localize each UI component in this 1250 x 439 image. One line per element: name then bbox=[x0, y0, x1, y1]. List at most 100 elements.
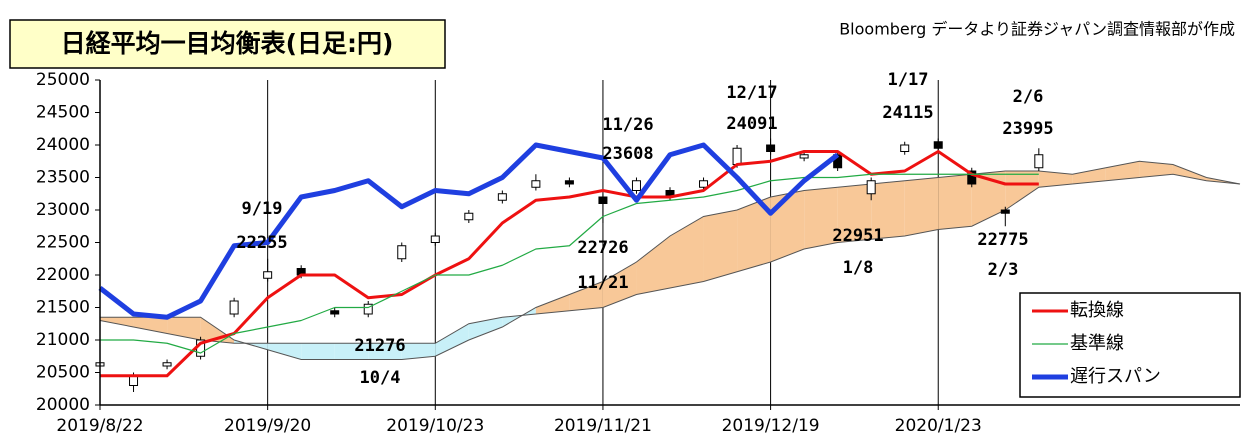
candle-body bbox=[162, 362, 172, 367]
cloud-segment bbox=[938, 174, 972, 230]
y-tick-label: 22500 bbox=[36, 233, 90, 253]
x-tick-label: 2019/12/19 bbox=[722, 416, 820, 436]
cloud-segment bbox=[602, 262, 637, 308]
x-tick-label: 2020/1/23 bbox=[895, 416, 982, 436]
series-line bbox=[100, 150, 1039, 378]
y-tick-label: 22000 bbox=[36, 265, 90, 285]
candle-body bbox=[464, 212, 474, 221]
cloud-segment bbox=[569, 281, 603, 311]
y-tick-label: 23000 bbox=[36, 200, 90, 220]
candle-body bbox=[699, 180, 709, 188]
y-tick-label: 25000 bbox=[36, 70, 90, 90]
annotation: 22951 bbox=[832, 226, 883, 246]
y-tick-label: 24500 bbox=[36, 103, 90, 123]
title-box bbox=[9, 19, 446, 69]
annotation: 22255 bbox=[236, 233, 287, 253]
candle-body bbox=[900, 144, 910, 152]
y-tick-label: 24000 bbox=[36, 135, 90, 155]
cloud-segment bbox=[904, 177, 939, 236]
candle-body bbox=[497, 193, 507, 201]
candle-body bbox=[263, 271, 273, 279]
chart-title: 日経平均一目均衡表(日足:円) bbox=[61, 29, 394, 58]
x-tick-label: 2019/10/23 bbox=[386, 416, 484, 436]
series-line bbox=[98, 142, 840, 320]
annotation: 21276 bbox=[354, 336, 405, 356]
annotation: 22726 bbox=[577, 238, 628, 258]
x-tick-label: 2019/9/20 bbox=[224, 416, 311, 436]
plot-area: 2019/8/22 2019/9/20 2019/10/23 2019/11/21 20… bbox=[36, 70, 1241, 436]
candle-body bbox=[564, 180, 574, 185]
y-tick-label: 21000 bbox=[36, 330, 90, 350]
cloud-segment bbox=[1005, 171, 1039, 210]
cloud-line bbox=[100, 160, 1241, 360]
annotation: 1/17 bbox=[888, 70, 929, 90]
y-tick-label: 23500 bbox=[36, 168, 90, 188]
cloud-segment bbox=[1105, 161, 1140, 181]
candle-body bbox=[933, 141, 943, 149]
cloud-segment bbox=[368, 343, 402, 360]
candle-body bbox=[598, 196, 608, 204]
annotation: 11/21 bbox=[577, 273, 628, 293]
candle-body bbox=[967, 170, 977, 185]
cloud-segment bbox=[334, 343, 369, 360]
candle-body bbox=[330, 310, 340, 315]
x-tick-label: 2019/11/21 bbox=[554, 416, 652, 436]
annotation: 2/3 bbox=[988, 260, 1019, 280]
candle-body bbox=[397, 245, 407, 260]
y-tick-label: 20000 bbox=[36, 395, 90, 415]
cloud-segment bbox=[468, 317, 503, 340]
cloud-segment bbox=[837, 184, 872, 243]
cloud-segment bbox=[401, 343, 436, 360]
candle-body bbox=[229, 300, 239, 315]
cloud-segment bbox=[167, 317, 201, 340]
cloud-segment bbox=[1172, 164, 1207, 181]
legend-label: 基準線 bbox=[1070, 333, 1124, 354]
cloud-segment bbox=[703, 210, 738, 282]
cloud-segment bbox=[1072, 167, 1106, 184]
annotation: 2/6 bbox=[1013, 87, 1044, 107]
annotation: 9/19 bbox=[242, 199, 283, 219]
cloud-segment bbox=[535, 294, 570, 314]
candle-body bbox=[363, 303, 373, 315]
cloud-segment bbox=[670, 216, 704, 288]
source-note: Bloomberg データより証券ジャパン調査情報部が作成 bbox=[839, 20, 1235, 39]
candle-body bbox=[430, 235, 440, 243]
legend-label: 遅行スパン bbox=[1070, 366, 1161, 387]
cloud-segment bbox=[1038, 171, 1073, 188]
annotation: 24115 bbox=[882, 103, 933, 123]
cloud-segment bbox=[435, 323, 469, 357]
candle-body bbox=[531, 180, 541, 188]
annotation: 12/17 bbox=[726, 83, 777, 103]
annotation: 11/26 bbox=[602, 115, 653, 135]
candle-body bbox=[631, 180, 641, 191]
legend-label: 転換線 bbox=[1070, 300, 1124, 321]
annotation: 23608 bbox=[602, 144, 653, 164]
annotation: 10/4 bbox=[360, 368, 401, 388]
cloud-segment bbox=[971, 171, 1006, 227]
candle-body bbox=[1034, 154, 1044, 169]
annotation: 24091 bbox=[726, 114, 777, 134]
x-tick-label: 2019/8/22 bbox=[56, 416, 143, 436]
annotation: 22775 bbox=[977, 230, 1028, 250]
cloud-segment bbox=[636, 236, 670, 295]
candle-body bbox=[799, 154, 809, 159]
series-line bbox=[100, 173, 1039, 354]
annotation: 1/8 bbox=[843, 258, 874, 278]
candle-body bbox=[866, 180, 876, 195]
candle-body bbox=[1000, 209, 1010, 214]
annotation: 23995 bbox=[1002, 119, 1053, 139]
y-tick-label: 21500 bbox=[36, 298, 90, 318]
cloud-segment bbox=[871, 180, 905, 240]
cloud-segment bbox=[133, 317, 168, 334]
cloud-segment bbox=[737, 197, 771, 272]
y-tick-label: 20500 bbox=[36, 363, 90, 383]
candle-body bbox=[766, 144, 776, 152]
cloud-segment bbox=[301, 343, 335, 360]
cloud-segment bbox=[804, 187, 838, 249]
cloud-segment bbox=[100, 317, 134, 327]
cloud-segment bbox=[1139, 161, 1173, 178]
annotations: 9/19 22255 11/26 23608 12/17 24091 1/17 … bbox=[236, 70, 1053, 388]
cloud-segment bbox=[267, 343, 302, 360]
